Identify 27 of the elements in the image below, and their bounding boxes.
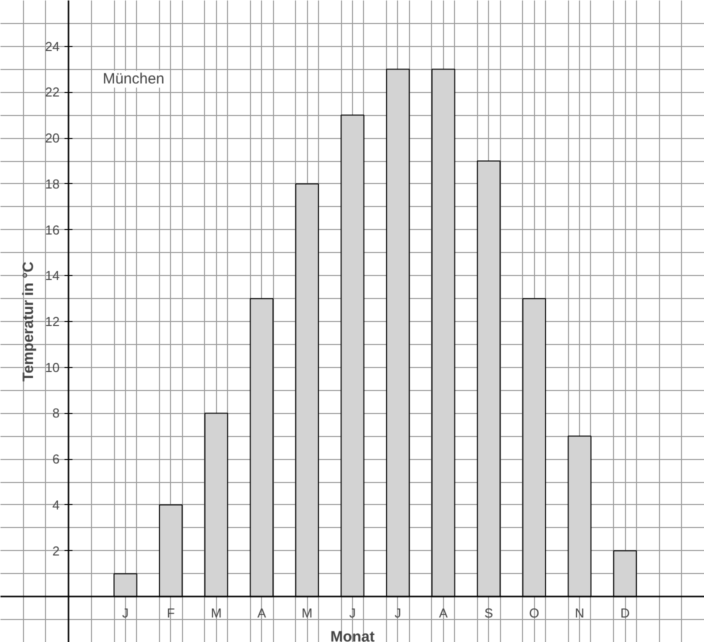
x-axis-title: Monat (330, 628, 375, 642)
y-tick-label: 6 (52, 452, 60, 467)
y-axis-title: Temperatur in °C (20, 261, 38, 382)
y-tick-label: 10 (45, 360, 60, 375)
y-tick-label: 2 (52, 543, 60, 558)
y-tick-label: 12 (45, 314, 60, 329)
x-tick-label: J (349, 606, 356, 621)
y-tick-label: 24 (45, 38, 60, 54)
x-tick-label: A (439, 606, 448, 621)
x-tick-label: J (394, 606, 402, 621)
x-tick-label: S (484, 606, 494, 621)
y-tick-label: 14 (45, 268, 60, 284)
y-tick-label: 22 (45, 84, 60, 100)
y-tick-label: 4 (52, 497, 60, 512)
x-tick-label: O (529, 606, 540, 621)
y-tick-label: 8 (52, 406, 60, 421)
x-tick-label: M (210, 606, 222, 621)
x-tick-label: N (574, 606, 584, 621)
annotation: München (102, 70, 164, 88)
x-tick-label: D (620, 606, 630, 621)
x-tick-label: F (166, 606, 175, 621)
y-tick-label: 16 (45, 222, 60, 238)
x-tick-label: J (122, 606, 129, 621)
x-tick-label: A (257, 606, 266, 621)
y-tick-label: 20 (45, 130, 60, 146)
x-tick-label: M (302, 606, 313, 621)
y-tick-label: 18 (45, 176, 60, 192)
